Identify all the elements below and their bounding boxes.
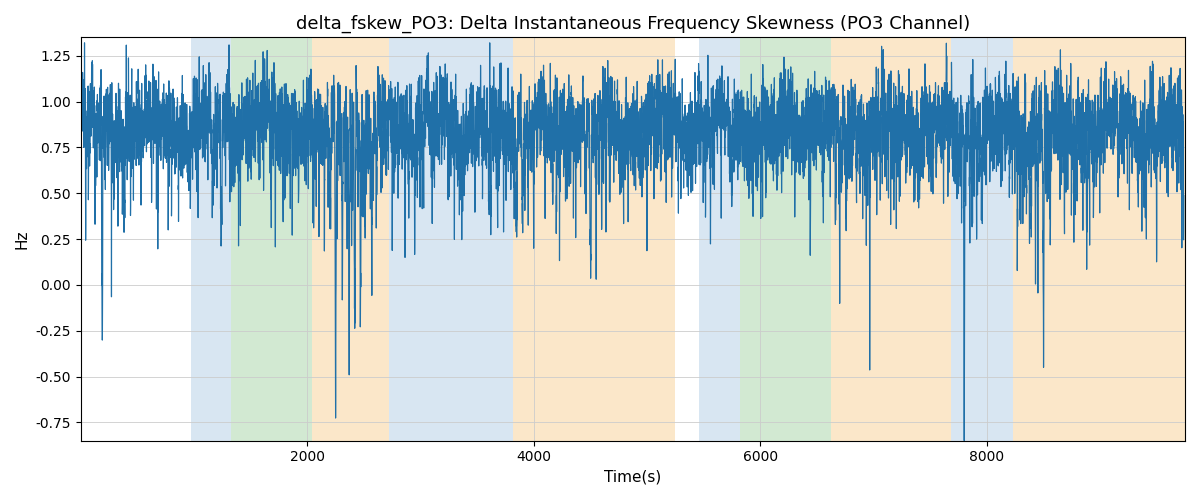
Bar — [232, 38, 312, 440]
Bar — [191, 38, 232, 440]
Y-axis label: Hz: Hz — [14, 230, 30, 249]
Bar — [700, 38, 740, 440]
Bar — [389, 38, 514, 440]
Title: delta_fskew_PO3: Delta Instantaneous Frequency Skewness (PO3 Channel): delta_fskew_PO3: Delta Instantaneous Fre… — [295, 15, 970, 34]
Bar — [830, 38, 950, 440]
X-axis label: Time(s): Time(s) — [605, 470, 661, 485]
Bar — [312, 38, 389, 440]
Bar — [950, 38, 1013, 440]
Bar — [514, 38, 676, 440]
Bar — [740, 38, 830, 440]
Bar — [1013, 38, 1186, 440]
